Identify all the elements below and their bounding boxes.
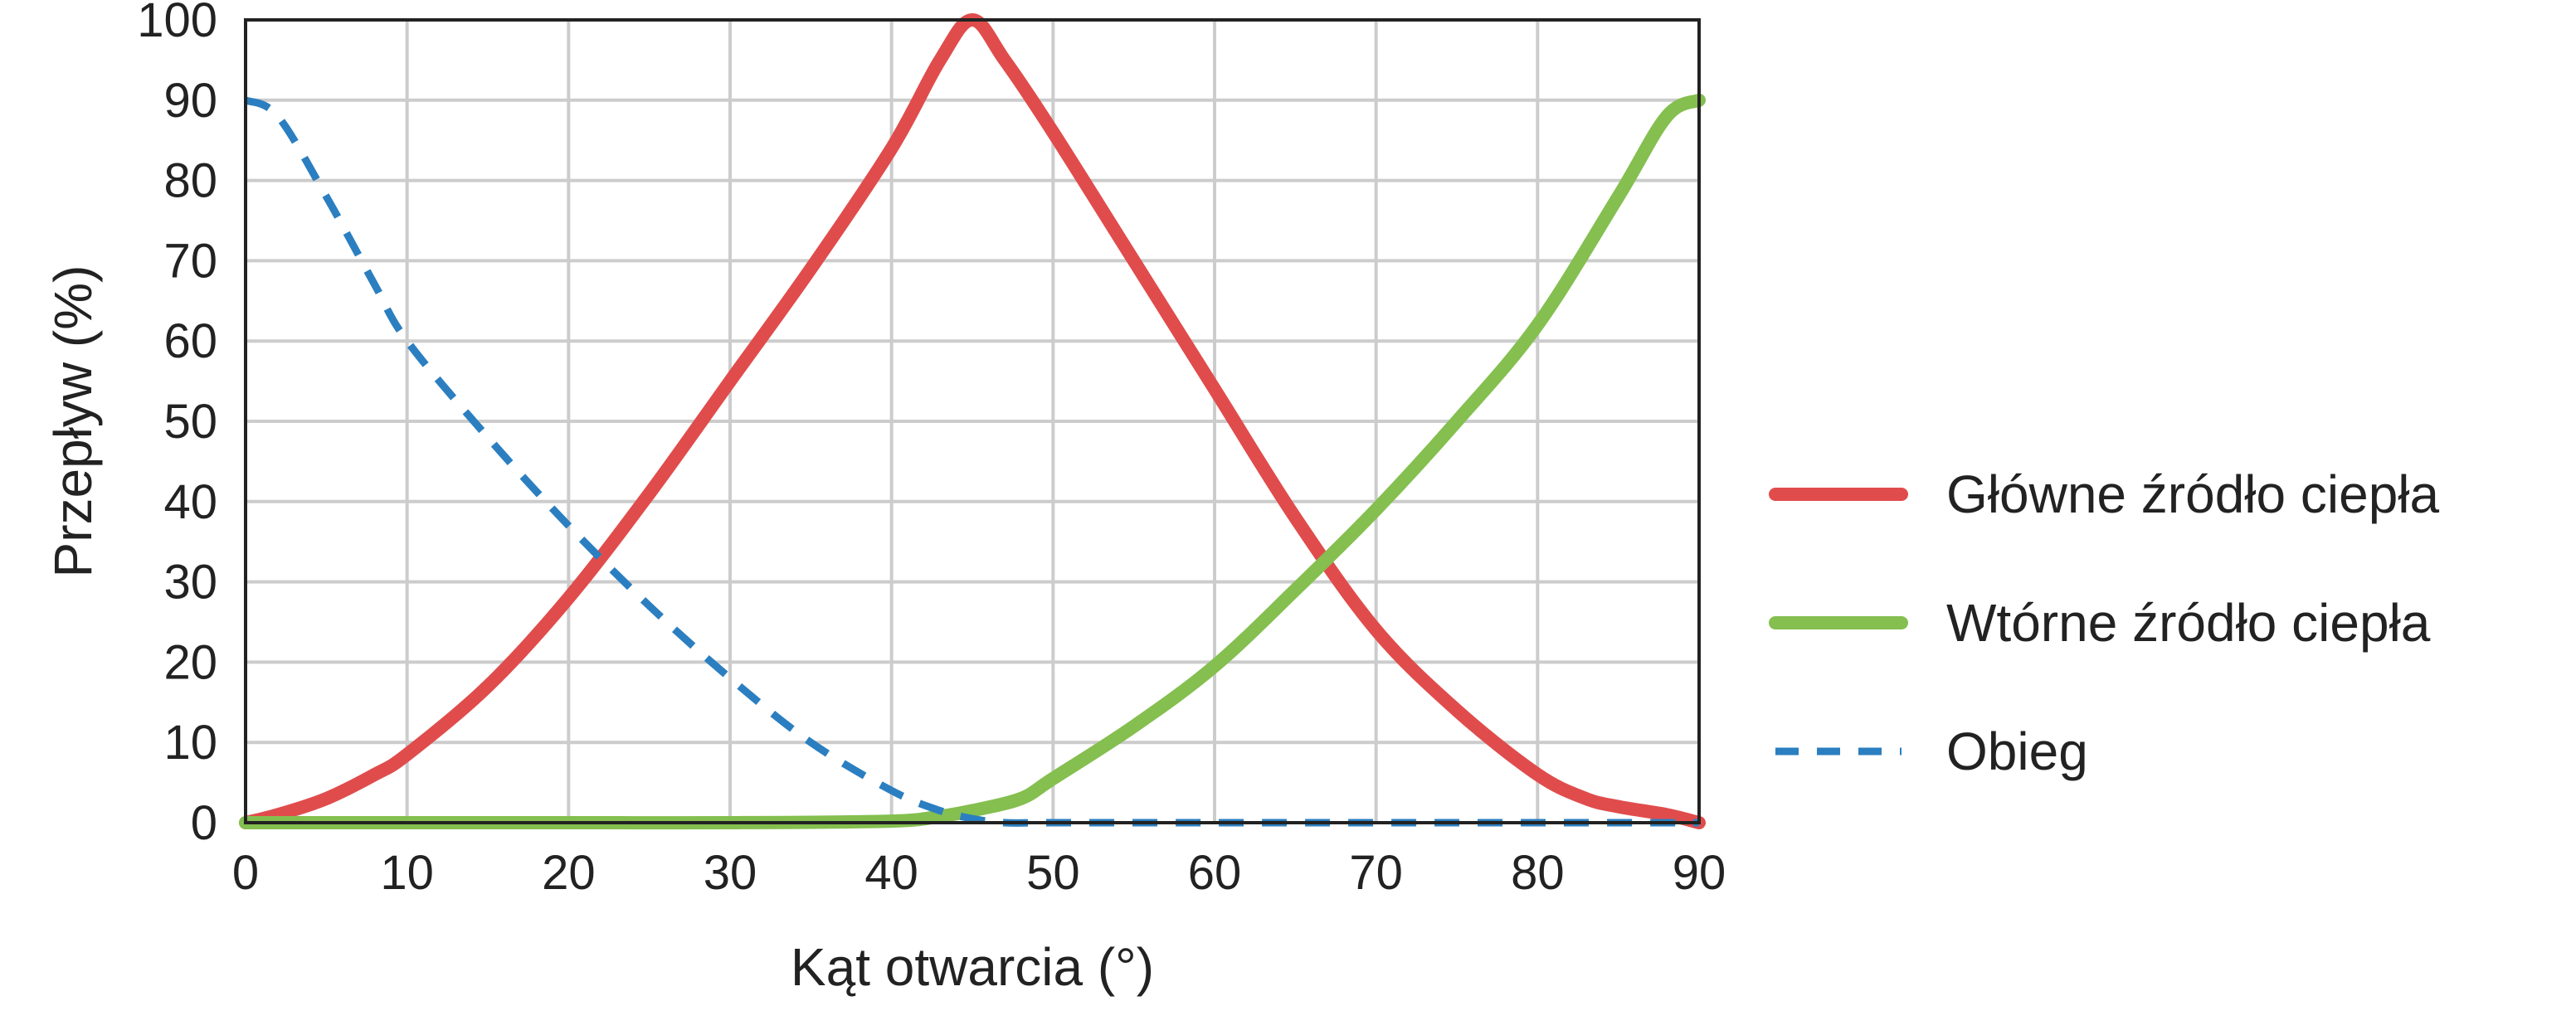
series-circulation-line bbox=[244, 96, 1699, 827]
x-axis-title: Kąt otwarcia (°) bbox=[791, 937, 1154, 997]
y-axis-title: Przepływ (%) bbox=[43, 265, 103, 578]
legend-item-circulation: Obieg bbox=[1775, 722, 2088, 781]
y-tick-labels: 0 10 20 30 40 50 60 70 80 90 100 bbox=[137, 0, 217, 850]
legend-item-main-heat-source: Główne źródło ciepła bbox=[1769, 464, 2440, 524]
y-tick-label-50: 50 bbox=[163, 395, 217, 449]
plot-area-frame bbox=[244, 18, 1701, 824]
x-tick-label-50: 50 bbox=[1026, 846, 1080, 900]
legend-item-secondary-heat-source: Wtórne źródło ciepła bbox=[1769, 593, 2431, 653]
y-tick-label-90: 90 bbox=[163, 74, 217, 128]
y-tick-label-40: 40 bbox=[163, 475, 217, 529]
x-tick-labels: 0 10 20 30 40 50 60 70 80 90 bbox=[232, 846, 1726, 900]
y-tick-label-0: 0 bbox=[191, 796, 217, 850]
x-tick-label-70: 70 bbox=[1349, 846, 1403, 900]
y-tick-label-70: 70 bbox=[163, 234, 217, 288]
legend-label: Obieg bbox=[1946, 722, 2088, 781]
x-tick-label-0: 0 bbox=[232, 846, 259, 900]
x-tick-label-20: 20 bbox=[542, 846, 596, 900]
y-tick-label-20: 20 bbox=[163, 635, 217, 689]
x-tick-label-80: 80 bbox=[1511, 846, 1565, 900]
legend: Główne źródło ciepła Wtórne źródło ciepła… bbox=[1769, 464, 2440, 781]
y-tick-label-10: 10 bbox=[163, 716, 217, 770]
x-tick-label-60: 60 bbox=[1188, 846, 1242, 900]
x-tick-label-40: 40 bbox=[864, 846, 918, 900]
x-tick-label-10: 10 bbox=[380, 846, 434, 900]
legend-label: Główne źródło ciepła bbox=[1946, 464, 2440, 524]
x-tick-label-30: 30 bbox=[704, 846, 757, 900]
y-tick-label-60: 60 bbox=[163, 314, 217, 368]
y-tick-label-80: 80 bbox=[163, 154, 217, 208]
y-tick-label-100: 100 bbox=[137, 0, 217, 47]
y-tick-label-30: 30 bbox=[163, 556, 217, 610]
legend-label: Wtórne źródło ciepła bbox=[1946, 593, 2431, 653]
x-tick-label-90: 90 bbox=[1673, 846, 1726, 900]
